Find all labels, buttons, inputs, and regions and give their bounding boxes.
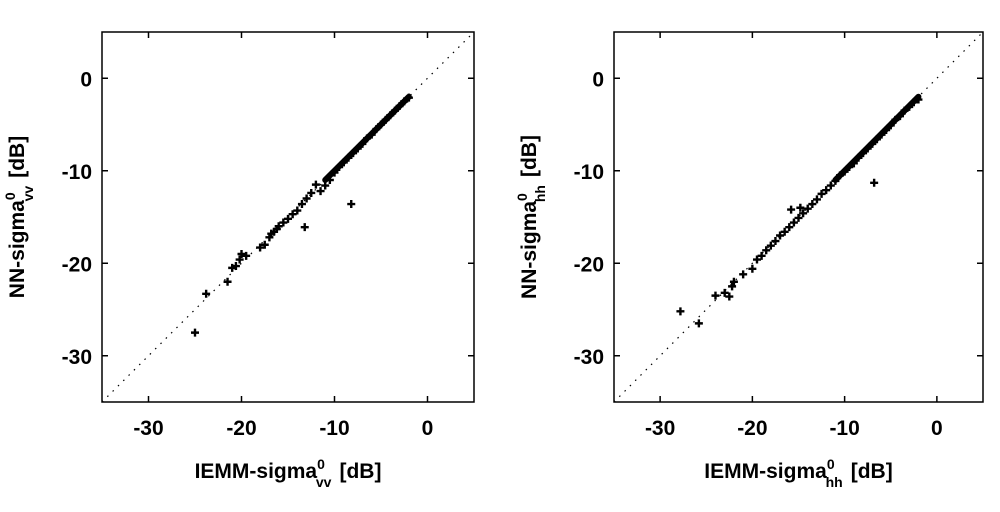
data-points — [191, 93, 413, 337]
x-axis-label: IEMM-sigma0 vv [dB] — [195, 456, 382, 490]
data-point — [231, 262, 240, 271]
data-point — [796, 203, 805, 212]
data-point — [808, 200, 817, 209]
y-axis-ticks: -30 -20 -10 0 — [574, 68, 983, 369]
data-point — [235, 255, 244, 264]
data-point — [757, 251, 766, 260]
data-point — [311, 180, 320, 189]
dense-point-band — [322, 93, 412, 183]
data-point — [729, 277, 738, 286]
data-point — [347, 200, 356, 209]
plot-frame — [101, 31, 475, 403]
plot-frame — [613, 31, 984, 403]
data-point — [288, 210, 297, 219]
y-tick-label: -20 — [574, 253, 604, 276]
identity-reference-line — [613, 31, 984, 403]
data-point — [739, 270, 748, 279]
data-point — [316, 187, 325, 196]
data-points — [676, 93, 923, 328]
data-point — [274, 222, 283, 231]
x-tick-label: -10 — [319, 417, 349, 440]
y-tick-label: -10 — [574, 161, 604, 184]
dense-point-band — [832, 93, 922, 183]
data-point — [748, 264, 757, 273]
data-point — [293, 206, 302, 215]
y-axis-ticks: -30 -20 -10 0 — [62, 68, 474, 369]
data-point — [817, 189, 826, 198]
data-point — [870, 178, 879, 187]
data-point — [694, 319, 703, 328]
data-point — [302, 194, 311, 203]
data-point — [256, 243, 265, 252]
y-tick-label: 0 — [80, 68, 92, 91]
x-axis-ticks: -30 -20 -10 0 — [645, 32, 943, 440]
data-point — [297, 200, 306, 209]
y-tick-label: -20 — [62, 253, 92, 276]
y-tick-label: -30 — [62, 346, 92, 369]
y-tick-label: 0 — [592, 68, 604, 91]
y-tick-label: -30 — [574, 346, 604, 369]
data-point — [676, 307, 685, 316]
data-point — [720, 288, 729, 297]
data-point — [766, 241, 775, 250]
data-point — [803, 204, 812, 213]
y-axis-label: NN-sigma0 hh[dB] — [514, 135, 548, 299]
data-point — [776, 231, 785, 240]
data-point — [191, 328, 199, 337]
data-point — [202, 289, 211, 298]
x-tick-label: -10 — [829, 417, 859, 440]
y-tick-label: -10 — [62, 161, 92, 184]
data-point — [771, 237, 780, 246]
data-point — [812, 195, 821, 204]
data-point — [799, 209, 808, 218]
data-point — [794, 213, 803, 222]
data-point — [279, 218, 288, 227]
x-tick-label: 0 — [931, 417, 943, 440]
data-point — [787, 205, 796, 214]
data-point — [822, 186, 831, 195]
data-point — [725, 292, 734, 301]
data-point — [300, 223, 309, 232]
data-point — [284, 214, 292, 223]
x-axis-ticks: -30 -20 -10 0 — [133, 32, 433, 440]
data-point — [780, 227, 789, 236]
data-point — [826, 181, 835, 190]
chart-panel-vv: -30 -20 -10 0 -30-20-100 IEMM-sigma0 vv [dB] … — [2, 31, 475, 490]
data-point — [762, 246, 771, 255]
data-point — [711, 291, 720, 300]
x-tick-label: -30 — [645, 417, 675, 440]
data-point — [223, 277, 232, 286]
x-axis-label: IEMM-sigma0 hh [dB] — [704, 456, 892, 490]
data-point — [785, 223, 794, 232]
data-point — [789, 218, 798, 227]
data-point — [307, 188, 316, 197]
data-point — [728, 282, 737, 291]
data-point — [237, 250, 246, 258]
x-tick-label: -20 — [737, 417, 767, 440]
x-tick-label: 0 — [422, 417, 434, 440]
data-point — [752, 255, 761, 264]
chart-panel-hh: -30 -20 -10 0 -30-20-100 IEMM-sigma0 hh [dB] … — [514, 31, 984, 490]
x-tick-label: -30 — [133, 417, 163, 440]
data-point — [260, 240, 269, 249]
x-tick-label: -20 — [226, 417, 256, 440]
y-axis-label: NN-sigma0 vv[dB] — [2, 136, 36, 298]
data-point — [242, 251, 251, 260]
